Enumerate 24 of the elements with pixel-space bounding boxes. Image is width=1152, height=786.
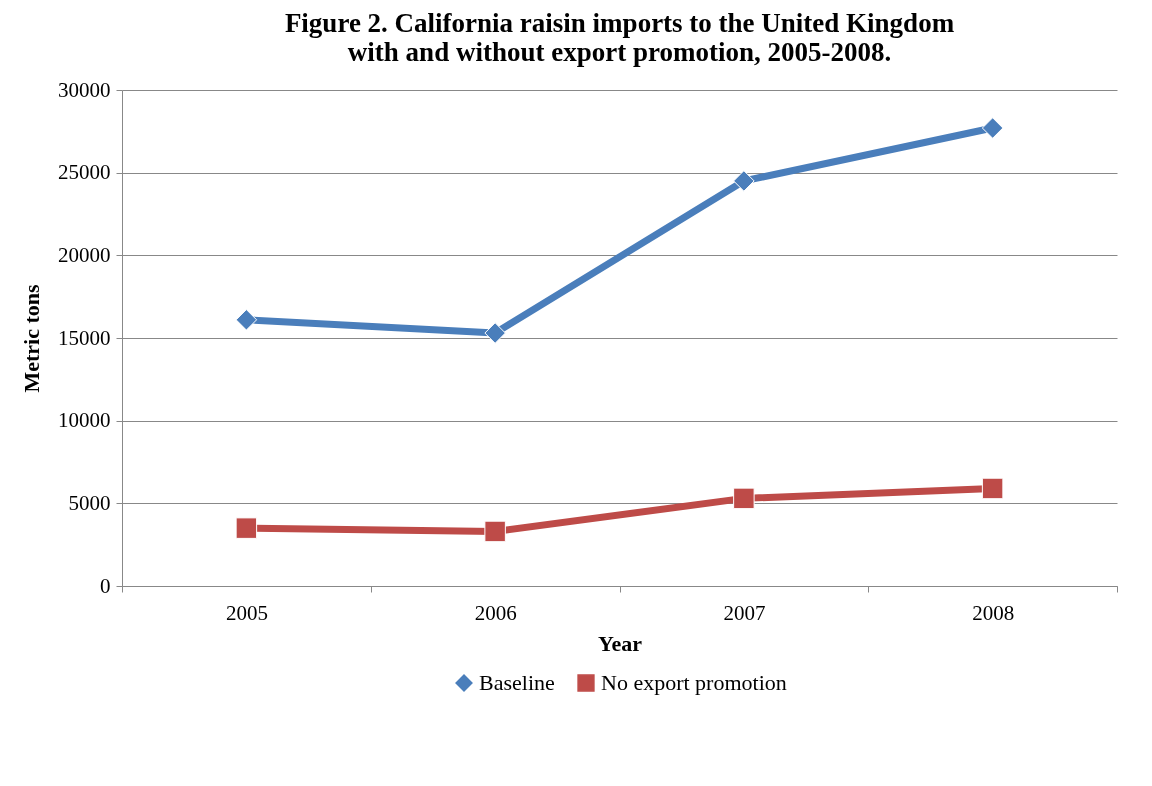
- x-tick-label: 2006: [474, 600, 517, 625]
- y-tick-label: 5000: [68, 490, 111, 515]
- x-tick-label: 2008: [972, 600, 1015, 625]
- y-tick-label: 0: [100, 573, 111, 598]
- y-tick-label: 15000: [58, 325, 111, 350]
- y-tick-label: 20000: [58, 242, 111, 267]
- point: [235, 309, 258, 331]
- point: [981, 477, 1004, 500]
- point: [733, 487, 755, 510]
- point: [981, 117, 1004, 139]
- point: [484, 520, 506, 543]
- y-axis-title: Metric tons: [19, 284, 44, 393]
- x-tick-label: 2005: [225, 600, 268, 625]
- y-tick-label: 10000: [58, 408, 111, 433]
- x-tick-label: 2007: [723, 600, 766, 625]
- y-tick-label: 25000: [58, 160, 111, 185]
- x-axis-title: Year: [598, 630, 643, 656]
- point: [733, 170, 755, 192]
- chart-title: Figure 2. California raisin imports to the United Kingdom with and without export promotion, 2005-2008.: [284, 8, 955, 67]
- legend-label: Baseline: [479, 670, 555, 695]
- y-tick-label: 30000: [58, 77, 111, 102]
- legend-label: No export promotion: [601, 670, 787, 695]
- point: [484, 322, 506, 344]
- point: [235, 517, 258, 539]
